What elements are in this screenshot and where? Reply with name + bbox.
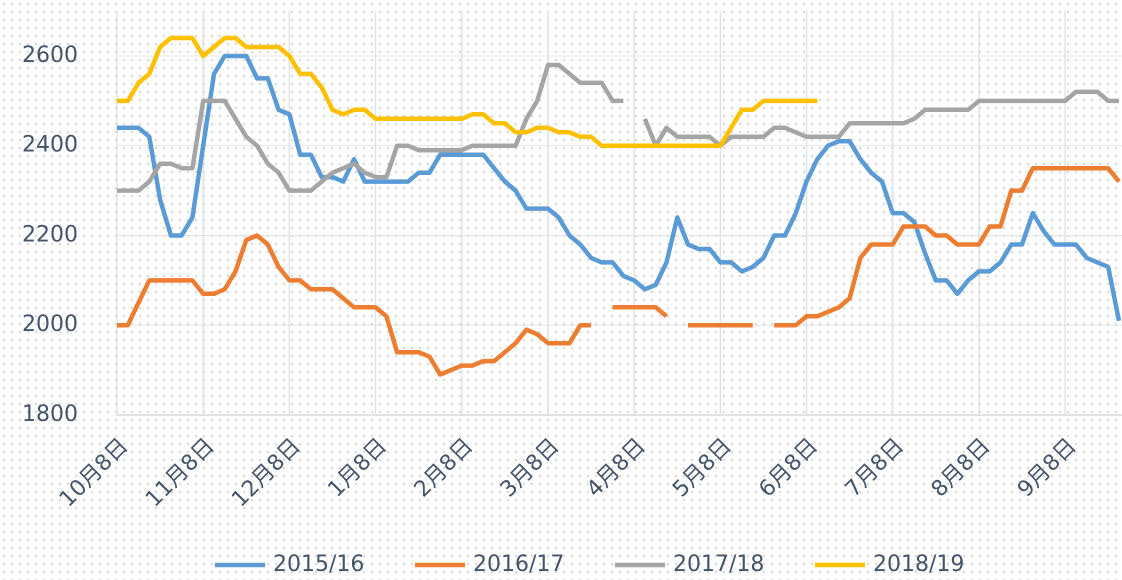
x-tick-label: 12月8日: [227, 434, 305, 512]
y-tick-label: 2000: [22, 312, 78, 337]
x-tick-label: 3月8日: [496, 434, 565, 503]
series-line: [117, 165, 1121, 377]
legend-label: 2016/17: [473, 552, 564, 577]
x-tick-label: 2月8日: [410, 434, 479, 503]
x-tick-label: 9月8日: [1013, 434, 1082, 503]
legend-label: 2018/19: [873, 552, 964, 577]
x-tick-label: 7月8日: [841, 434, 910, 503]
y-tick-label: 2600: [22, 43, 78, 68]
y-tick-label: 1800: [22, 402, 78, 427]
x-tick-label: 8月8日: [927, 434, 996, 503]
series-line: [117, 35, 818, 148]
x-tick-label: 11月8日: [141, 434, 219, 512]
legend-label: 2015/16: [273, 552, 364, 577]
x-tick-label: 1月8日: [323, 434, 392, 503]
x-tick-label: 10月8日: [55, 434, 133, 512]
series-line: [117, 53, 1122, 322]
legend-label: 2017/18: [673, 552, 764, 577]
x-tick-label: 5月8日: [668, 434, 737, 503]
x-tick-label: 4月8日: [582, 434, 651, 503]
y-tick-label: 2400: [22, 133, 78, 158]
y-tick-label: 2200: [22, 222, 78, 247]
x-tick-label: 6月8日: [754, 434, 823, 503]
